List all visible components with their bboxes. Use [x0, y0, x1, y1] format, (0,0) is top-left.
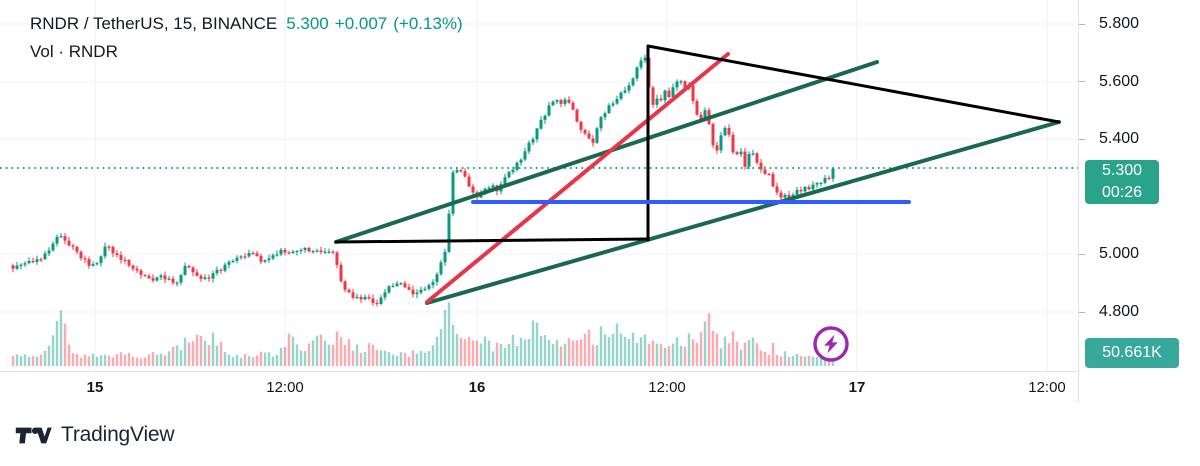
price-axis-label: 4.800: [1099, 303, 1140, 320]
tradingview-logo-icon: [15, 427, 52, 443]
price-axis-tick: [1079, 138, 1085, 140]
current-price-value: 5.300: [1101, 162, 1143, 179]
bar-countdown: 00:26: [1101, 184, 1143, 201]
black-base-line[interactable]: [334, 237, 650, 244]
price-axis-tick: [1079, 81, 1085, 83]
chart-canvas[interactable]: [0, 0, 1078, 371]
price-axis-label: 5.800: [1099, 15, 1140, 32]
time-axis-label: 17: [848, 379, 866, 396]
red-trend-line[interactable]: [425, 52, 730, 304]
current-price-badge: 5.300 00:26: [1085, 160, 1159, 204]
tradingview-logo-text: TradingView: [61, 423, 175, 446]
time-axis-label: 16: [468, 379, 486, 396]
time-axis-label: 12:00: [266, 379, 304, 396]
black-flag-top-line[interactable]: [646, 44, 1061, 124]
price-axis-tick: [1079, 23, 1085, 25]
volume-indicator-label[interactable]: Vol · RNDR: [30, 42, 118, 62]
tradingview-logo[interactable]: TradingView: [15, 423, 175, 447]
price-axis-tick: [1079, 253, 1085, 255]
legend-main-row: RNDR / TetherUS, 15, BINANCE 5.300 +0.007 (…: [30, 13, 469, 34]
lower-channel-trend-line[interactable]: [425, 120, 1061, 305]
lightning-icon: [813, 326, 849, 362]
time-axis-label: 12:00: [648, 379, 686, 396]
last-price: 5.300: [286, 14, 329, 33]
time-axis-label: 15: [86, 379, 104, 396]
price-axis-label: 5.000: [1099, 245, 1140, 263]
candle-series: [11, 54, 835, 307]
price-change-percent: (+0.13%): [393, 14, 463, 33]
symbol-legend: RNDR / TetherUS, 15, BINANCE 5.300 +0.007 (…: [30, 13, 469, 63]
footer-bar: TradingView: [0, 404, 1200, 466]
price-change: +0.007: [334, 14, 388, 33]
price-axis[interactable]: 5.300 00:26 50.661K 5.800 5.600 5.400 5.000…: [1078, 0, 1200, 403]
lightning-trade-button[interactable]: [811, 324, 851, 364]
time-axis-label: 12:00: [1028, 379, 1066, 396]
volume-value-badge: 50.661K: [1085, 338, 1179, 368]
chart-pane: RNDR / TetherUS, 15, BINANCE 5.300 +0.007 (…: [0, 0, 1200, 403]
symbol-title[interactable]: RNDR / TetherUS, 15, BINANCE: [30, 14, 278, 33]
volume-series: [11, 302, 835, 366]
time-axis[interactable]: 15 12:00 16 12:00 17 12:00: [0, 371, 1078, 403]
gridlines: [0, 0, 1078, 371]
symbol-values: 5.300 +0.007 (+0.13%): [286, 14, 468, 33]
price-axis-tick: [1079, 311, 1085, 313]
trend-drawings: [334, 44, 1061, 305]
price-axis-label: 5.600: [1099, 72, 1140, 90]
price-axis-label: 5.400: [1099, 130, 1140, 148]
